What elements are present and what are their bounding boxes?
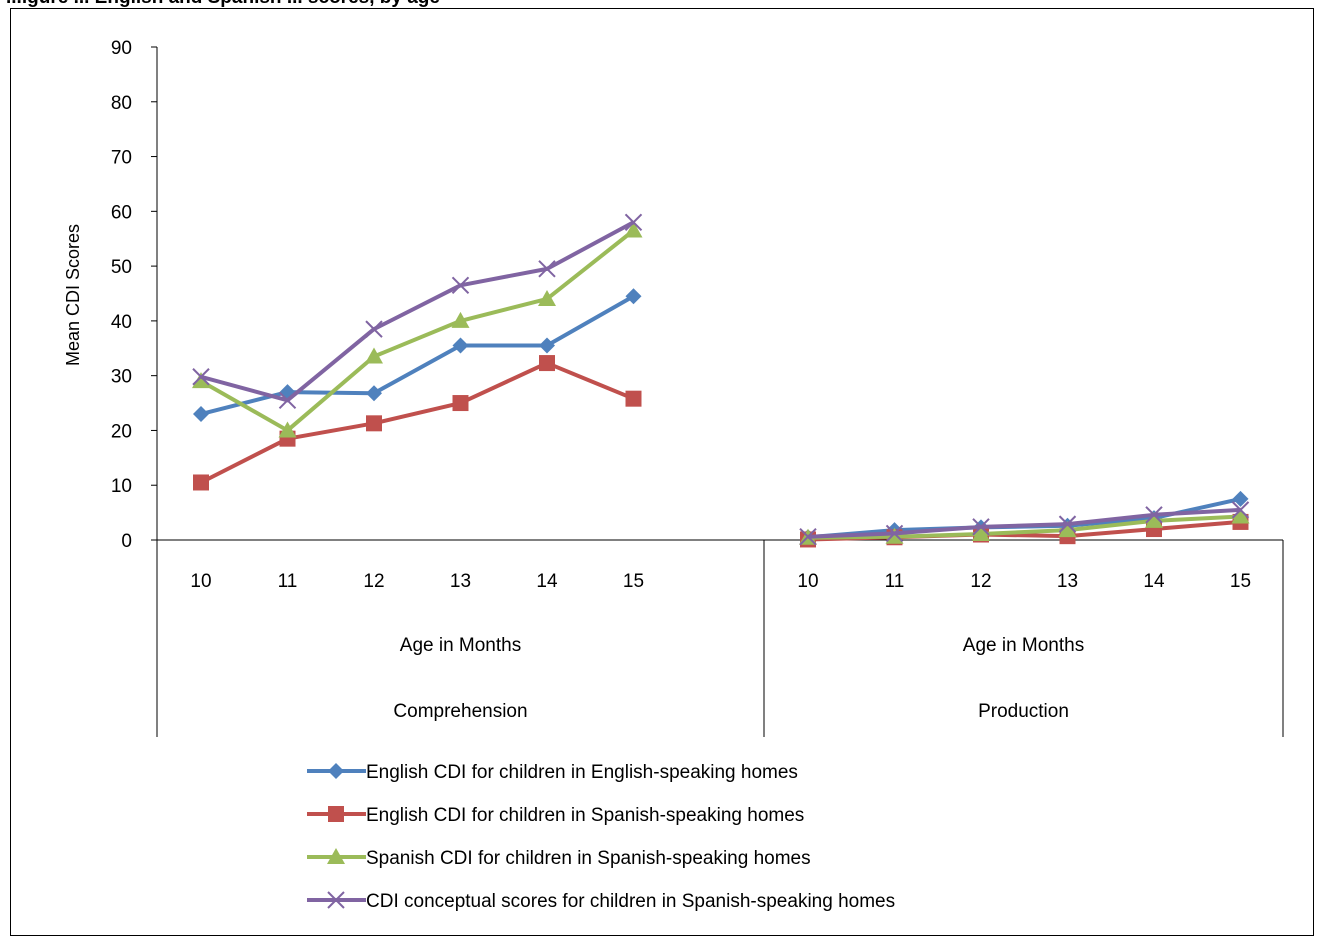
x-tick-label: 14 [1143,571,1165,592]
data-point [626,391,642,407]
x-tick-label: 10 [797,571,818,592]
x-tick-label: 12 [970,571,991,592]
x-tick-label: 11 [885,571,905,592]
data-point [366,321,382,337]
y-tick-label: 30 [111,367,132,388]
data-point [366,385,382,401]
data-point [453,395,469,411]
legend-label: CDI conceptual scores for children in Sp… [366,891,895,912]
data-point [539,355,555,371]
y-tick-label: 50 [111,257,132,278]
y-tick-label: 60 [111,202,132,223]
y-tick-label: 70 [111,148,132,169]
legend-label: English CDI for children in Spanish-spea… [366,805,804,826]
y-tick-label: 0 [121,531,132,552]
data-point [193,406,209,422]
legend-marker [328,806,344,822]
x-tick-label: 12 [363,571,384,592]
legend-label: Spanish CDI for children in Spanish-spea… [366,848,811,869]
x-tick-label: 11 [278,571,298,592]
series-lines [192,214,1250,547]
x-axis-label: Age in Months [963,635,1084,656]
data-point [626,288,642,304]
x-tick-label: 14 [536,571,558,592]
data-point [366,415,382,431]
y-axis-label: Mean CDI Scores [63,224,83,366]
group-label: Comprehension [393,701,527,722]
legend-label: English CDI for children in English-spea… [366,762,798,783]
x-axis-label: Age in Months [400,635,521,656]
series-line [201,363,634,482]
x-tick-label: 13 [1057,571,1078,592]
data-point [539,338,555,354]
data-point [193,474,209,490]
data-point [453,338,469,354]
y-tick-label: 40 [111,312,132,333]
y-tick-label: 10 [111,476,132,497]
legend-marker [328,763,344,779]
x-tick-label: 10 [190,571,211,592]
x-tick-label: 15 [1230,571,1251,592]
y-tick-label: 80 [111,93,132,114]
x-tick-label: 13 [450,571,471,592]
group-label: Production [978,701,1069,722]
x-tick-label: 15 [623,571,644,592]
legend: English CDI for children in English-spea… [307,762,895,912]
y-tick-label: 90 [111,38,132,59]
y-tick-label: 20 [111,421,132,442]
series-line [201,231,634,431]
